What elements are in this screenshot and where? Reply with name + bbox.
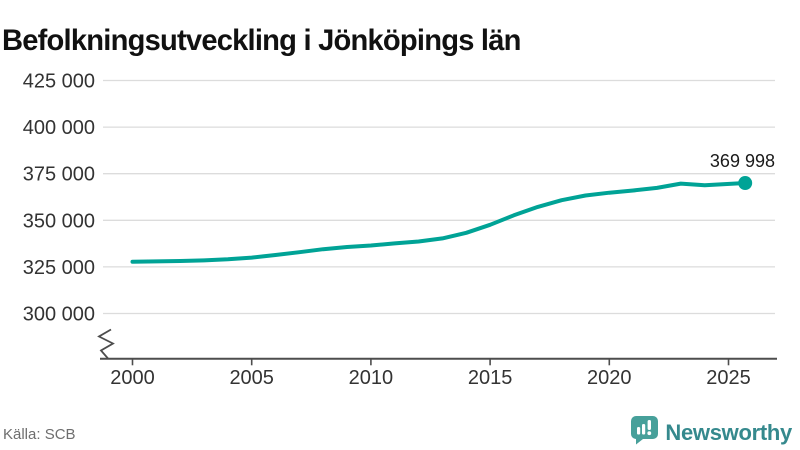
x-tick-label: 2000 <box>110 367 155 389</box>
latest-value-dot <box>738 176 753 191</box>
y-tick-label: 400 000 <box>23 117 95 139</box>
chart-title: Befolkningsutveckling i Jönköpings län <box>2 24 521 58</box>
x-tick-label: 2015 <box>468 367 513 389</box>
x-tick-label: 2010 <box>349 367 394 389</box>
y-tick-label: 425 000 <box>23 71 95 93</box>
y-tick-label: 350 000 <box>23 210 95 232</box>
y-tick-label: 325 000 <box>23 257 95 279</box>
y-tick-label: 375 000 <box>23 164 95 186</box>
x-tick-label: 2025 <box>706 367 751 389</box>
population-series-line <box>130 181 748 264</box>
x-tick-label: 2020 <box>587 367 632 389</box>
y-tick-label: 300 000 <box>23 304 95 326</box>
chart-footer: Källa: SCB Newsworthy <box>0 408 800 450</box>
latest-value-label: 369 998 <box>710 151 775 171</box>
x-tick-label: 2005 <box>229 367 274 389</box>
newsworthy-logo-text: Newsworthy <box>665 420 792 445</box>
newsworthy-bars-speech-bubble-icon <box>631 416 659 450</box>
source-credit: Källa: SCB <box>3 426 76 443</box>
newsworthy-logo[interactable]: Newsworthy <box>631 416 792 450</box>
axis-break-squiggle <box>97 328 115 360</box>
